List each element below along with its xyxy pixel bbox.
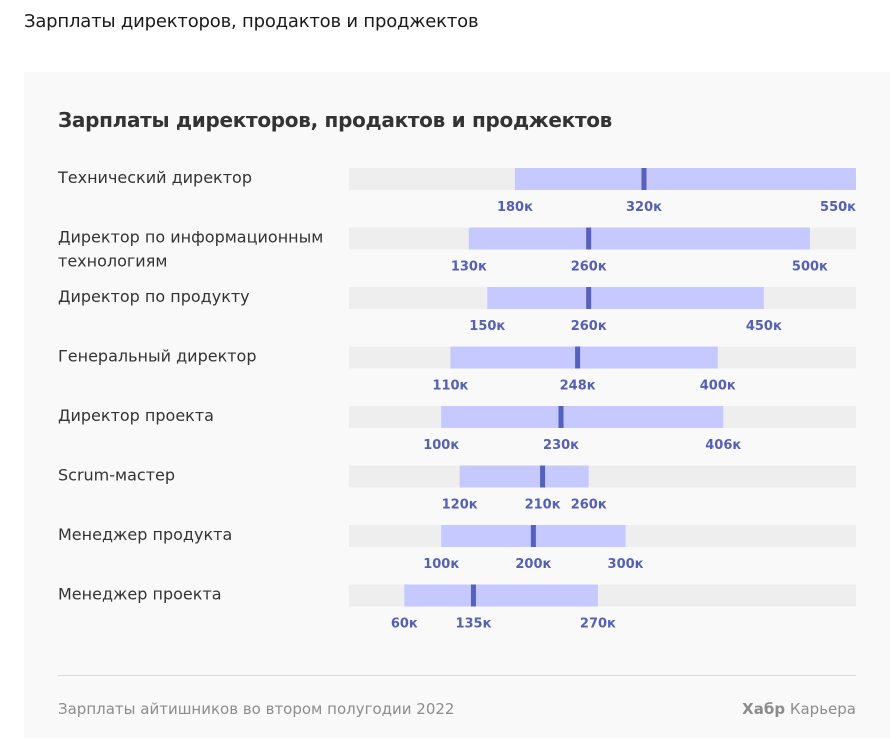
- row-label: Директор по продукту: [58, 287, 250, 306]
- median-marker: [470, 584, 476, 607]
- chart-title: Зарплаты директоров, продактов и проджек…: [58, 108, 613, 132]
- page-title: Зарплаты директоров, продактов и проджек…: [24, 11, 479, 32]
- max-label: 500к: [792, 260, 828, 275]
- range-bar: [459, 465, 589, 488]
- max-label: 300к: [608, 557, 644, 572]
- range-bar: [468, 227, 810, 250]
- row-label: Технический директор: [57, 168, 252, 187]
- max-label: 406к: [705, 438, 741, 453]
- row-label: Менеджер проекта: [58, 585, 222, 604]
- row-label: Директор по информационным технологиям: [58, 228, 323, 271]
- min-label: 180к: [497, 200, 533, 215]
- median-marker: [558, 406, 564, 428]
- max-label: 450к: [746, 319, 782, 334]
- median-marker: [575, 346, 581, 369]
- range-bar: [514, 168, 856, 190]
- median-label: 210к: [525, 498, 561, 513]
- min-label: 120к: [442, 498, 478, 513]
- row-track: [349, 465, 856, 488]
- median-label: 260к: [571, 319, 607, 334]
- median-label: 135к: [455, 617, 491, 632]
- range-bar: [404, 584, 598, 607]
- range-chart: Технический директор 180к 320к 550к Директор…: [57, 168, 856, 632]
- footer-note: Зарплаты айтишников во втором полугодии …: [58, 700, 455, 718]
- chart-card: Зарплаты директоров, продактов и проджек…: [24, 72, 890, 738]
- range-bar: [441, 406, 724, 428]
- max-label: 550к: [820, 200, 856, 215]
- brand-name: Хабр: [742, 700, 786, 718]
- row-label: Директор проекта: [58, 406, 214, 425]
- min-label: 100к: [423, 438, 459, 453]
- median-marker: [540, 465, 546, 488]
- range-bar: [450, 346, 718, 369]
- min-label: 110к: [432, 379, 468, 394]
- median-label: 230к: [543, 438, 579, 453]
- row-label: Генеральный директор: [58, 347, 257, 366]
- max-label: 400к: [700, 379, 736, 394]
- min-label: 150к: [469, 319, 505, 334]
- max-label: 270к: [580, 617, 616, 632]
- median-label: 260к: [571, 260, 607, 275]
- min-label: 100к: [423, 557, 459, 572]
- brand-suffix: Карьера: [789, 700, 856, 718]
- median-label: 200к: [515, 557, 551, 572]
- median-label: 320к: [626, 200, 662, 215]
- row-label: Менеджер продукта: [58, 525, 232, 544]
- footer-divider: [58, 675, 856, 676]
- median-marker: [530, 525, 536, 547]
- row-label: Scrum-мастер: [58, 466, 175, 485]
- range-bar: [487, 287, 764, 309]
- median-marker: [586, 227, 592, 250]
- max-label: 260к: [571, 498, 607, 513]
- median-marker: [641, 168, 647, 190]
- median-marker: [586, 287, 592, 309]
- median-label: 248к: [560, 379, 596, 394]
- footer-brand: Хабр Карьера: [742, 700, 856, 718]
- min-label: 60к: [391, 617, 418, 632]
- min-label: 130к: [451, 260, 487, 275]
